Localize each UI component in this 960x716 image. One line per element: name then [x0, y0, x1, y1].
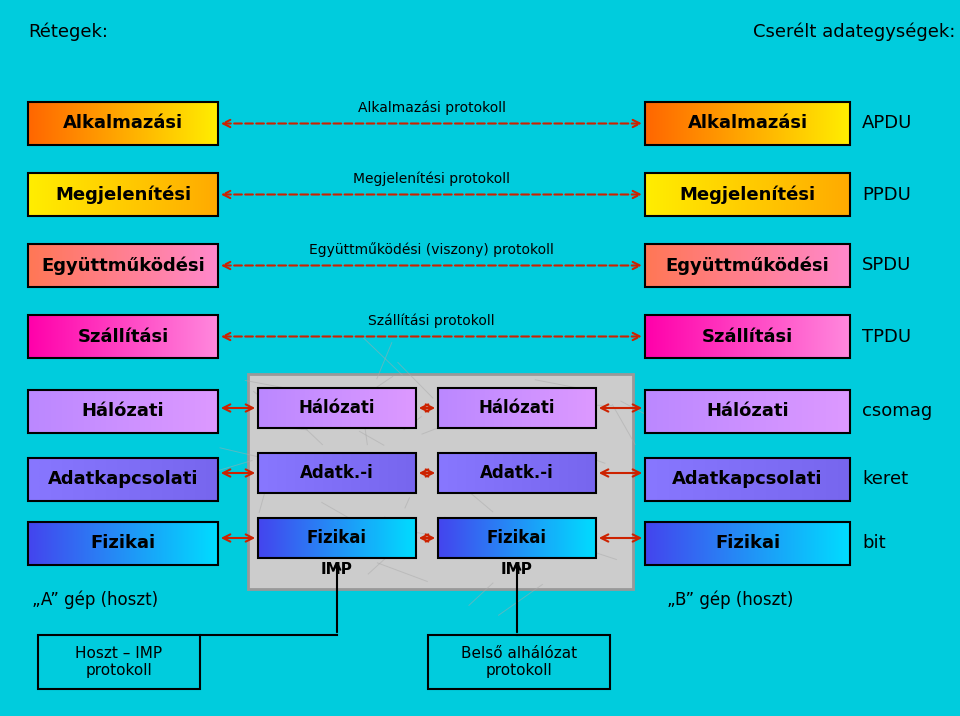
- Text: Szállítási protokoll: Szállítási protokoll: [369, 314, 494, 328]
- Bar: [438, 453, 596, 493]
- Text: bit: bit: [862, 535, 886, 553]
- Text: Hálózati: Hálózati: [479, 399, 555, 417]
- Text: Együttműködési: Együttműködési: [665, 256, 829, 275]
- Bar: [645, 458, 850, 501]
- Text: keret: keret: [862, 470, 908, 488]
- Bar: [28, 173, 218, 216]
- Text: Fizikai: Fizikai: [90, 535, 156, 553]
- Bar: [428, 635, 610, 689]
- Text: PPDU: PPDU: [862, 185, 911, 203]
- Text: Alkalmazási: Alkalmazási: [687, 115, 807, 132]
- Bar: [28, 458, 218, 501]
- Text: Hálózati: Hálózati: [707, 402, 789, 420]
- Bar: [645, 315, 850, 358]
- Text: Hálózati: Hálózati: [82, 402, 164, 420]
- Text: Adatk.-i: Adatk.-i: [300, 464, 373, 482]
- Text: Fizikai: Fizikai: [307, 529, 367, 547]
- Text: Adatkapcsolati: Adatkapcsolati: [672, 470, 823, 488]
- Text: Szállítási: Szállítási: [78, 327, 169, 346]
- Bar: [258, 388, 416, 428]
- Bar: [38, 635, 200, 689]
- Text: APDU: APDU: [862, 115, 912, 132]
- Text: Cserélt adategységek:: Cserélt adategységek:: [753, 23, 955, 42]
- Text: Adatkapcsolati: Adatkapcsolati: [48, 470, 199, 488]
- Text: Megjelenítési: Megjelenítési: [680, 185, 816, 204]
- Text: SPDU: SPDU: [862, 256, 911, 274]
- Text: „B” gép (hoszt): „B” gép (hoszt): [667, 591, 793, 609]
- Text: Együttműködési: Együttműködési: [41, 256, 204, 275]
- Bar: [28, 244, 218, 287]
- Bar: [248, 374, 633, 589]
- Bar: [645, 522, 850, 565]
- Bar: [28, 522, 218, 565]
- Bar: [438, 388, 596, 428]
- Bar: [258, 453, 416, 493]
- Bar: [28, 102, 218, 145]
- Text: IMP: IMP: [501, 563, 533, 578]
- Text: Alkalmazási protokoll: Alkalmazási protokoll: [357, 100, 506, 115]
- Bar: [645, 102, 850, 145]
- Text: Fizikai: Fizikai: [487, 529, 547, 547]
- Text: TPDU: TPDU: [862, 327, 911, 346]
- Bar: [438, 518, 596, 558]
- Text: Megjelenítési protokoll: Megjelenítési protokoll: [353, 171, 510, 185]
- Bar: [645, 390, 850, 433]
- Text: Megjelenítési: Megjelenítési: [55, 185, 191, 204]
- Bar: [258, 518, 416, 558]
- Text: Hálózati: Hálózati: [299, 399, 375, 417]
- Text: IMP: IMP: [321, 563, 353, 578]
- Text: Alkalmazási: Alkalmazási: [63, 115, 183, 132]
- Text: Szállítási: Szállítási: [702, 327, 793, 346]
- Text: „A” gép (hoszt): „A” gép (hoszt): [32, 591, 158, 609]
- Bar: [645, 173, 850, 216]
- Text: csomag: csomag: [862, 402, 932, 420]
- Text: Együttműködési (viszony) protokoll: Együttműködési (viszony) protokoll: [309, 242, 554, 257]
- Text: Rétegek:: Rétegek:: [28, 23, 108, 42]
- Bar: [28, 390, 218, 433]
- Text: Hoszt – IMP
protokoll: Hoszt – IMP protokoll: [76, 646, 162, 678]
- Bar: [28, 315, 218, 358]
- Text: Adatk.-i: Adatk.-i: [480, 464, 554, 482]
- Bar: [645, 244, 850, 287]
- Text: Fizikai: Fizikai: [715, 535, 780, 553]
- Text: Belső alhálózat
protokoll: Belső alhálózat protokoll: [461, 646, 577, 678]
